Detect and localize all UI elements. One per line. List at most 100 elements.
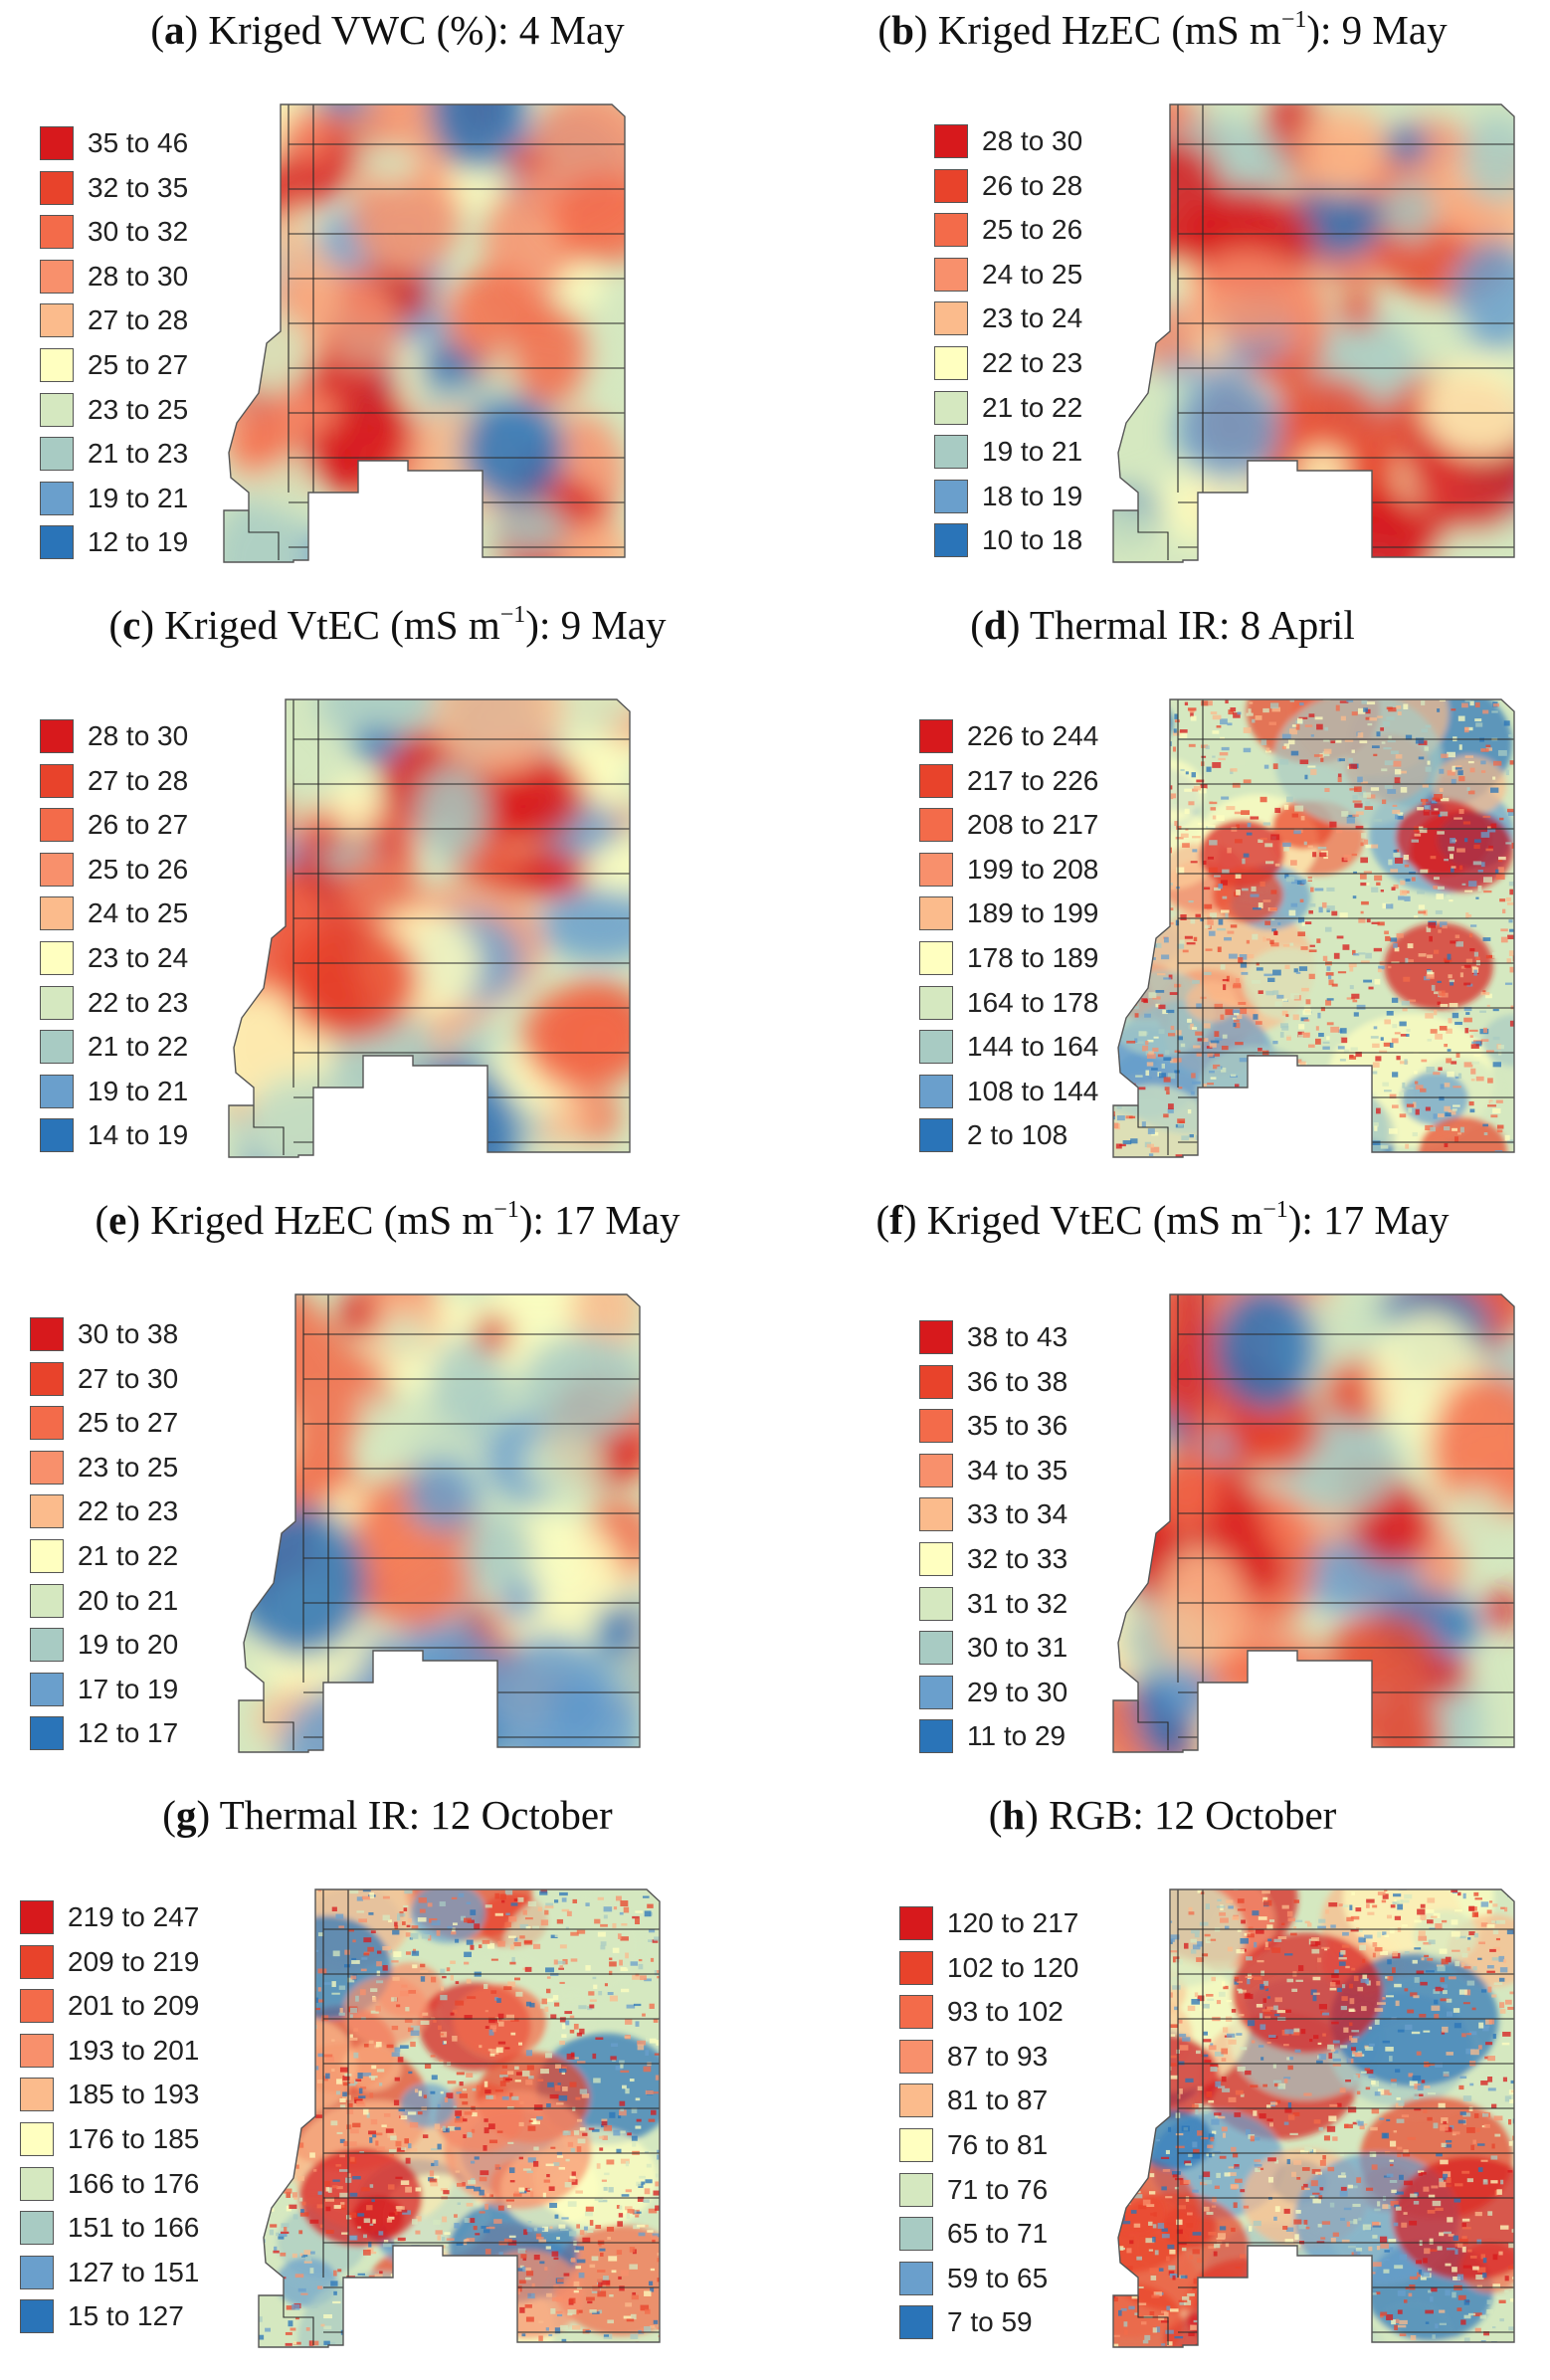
legend-item: 11 to 29: [919, 1714, 1066, 1758]
legend-item: 17 to 19: [30, 1668, 178, 1711]
legend-item: 23 to 24: [40, 936, 188, 980]
legend-item: 27 to 28: [40, 298, 188, 342]
panel-h-title: (h) RGB: 12 October: [988, 1792, 1337, 1838]
legend-swatch: [934, 257, 968, 292]
panel-b: (b) Kriged HzEC (mS m−1): 9 May 28 to 30…: [775, 0, 1550, 595]
legend-swatch: [919, 1030, 953, 1065]
legend-swatch: [40, 481, 74, 515]
legend-label: 226 to 244: [967, 720, 1099, 751]
legend-item: 30 to 32: [40, 210, 188, 254]
panel-e-title: (e) Kriged HzEC (mS m−1): 17 May: [95, 1197, 680, 1243]
legend-label: 102 to 120: [947, 1951, 1079, 1983]
legend-swatch: [899, 1950, 933, 1985]
legend-label: 36 to 38: [967, 1365, 1068, 1397]
legend-swatch: [40, 303, 74, 338]
map-fill: [1113, 1294, 1514, 1752]
field-boundary: [228, 698, 631, 1158]
legend-swatch: [919, 1631, 953, 1666]
legend-item: 102 to 120: [899, 1946, 1078, 1990]
legend-swatch: [40, 170, 74, 205]
legend-label: 144 to 164: [967, 1031, 1099, 1063]
legend-swatch: [40, 348, 74, 382]
map-h: [1112, 1888, 1515, 2348]
legend-label: 21 to 22: [78, 1540, 179, 1571]
map-fill: [239, 1294, 640, 1752]
legend-item: 208 to 217: [919, 803, 1098, 847]
legend-swatch: [30, 1583, 64, 1618]
legend-swatch: [919, 1074, 953, 1108]
legend-item: 12 to 19: [40, 520, 188, 564]
legend-label: 176 to 185: [68, 2123, 200, 2154]
legend-item: 26 to 28: [934, 164, 1082, 208]
legend-label: 14 to 19: [88, 1119, 189, 1151]
field-boundary: [1112, 698, 1515, 1158]
legend-label: 26 to 28: [982, 169, 1083, 201]
legend-label: 164 to 178: [967, 986, 1099, 1018]
legend-swatch: [40, 259, 74, 294]
legend-label: 32 to 35: [88, 171, 189, 203]
panel-c: (c) Kriged VtEC (mS m−1): 9 May 28 to 30…: [0, 595, 775, 1190]
legend-item: 35 to 36: [919, 1404, 1067, 1448]
legend-swatch: [899, 1995, 933, 2030]
legend-item: 33 to 34: [919, 1492, 1067, 1536]
legend-swatch: [934, 390, 968, 425]
legend-label: 127 to 151: [68, 2256, 200, 2287]
legend-swatch: [919, 1542, 953, 1576]
legend-label: 19 to 20: [78, 1629, 179, 1661]
legend-item: 12 to 17: [30, 1711, 178, 1755]
legend-item: 25 to 26: [40, 848, 188, 892]
legend-swatch: [20, 2255, 54, 2289]
legend-item: 23 to 24: [934, 297, 1082, 340]
legend-item: 76 to 81: [899, 2123, 1048, 2167]
legend-item: 108 to 144: [919, 1070, 1098, 1113]
legend-label: 23 to 25: [88, 393, 189, 425]
legend-item: 2 to 108: [919, 1113, 1067, 1157]
legend-item: 34 to 35: [919, 1449, 1067, 1492]
panel-b-title: (b) Kriged HzEC (mS m−1): 9 May: [877, 7, 1448, 53]
legend-label: 15 to 127: [68, 2300, 184, 2332]
legend-swatch: [899, 2305, 933, 2340]
field-boundary: [238, 1293, 641, 1753]
legend-swatch: [919, 1320, 953, 1354]
legend-swatch: [40, 763, 74, 798]
legend-item: 27 to 28: [40, 759, 188, 803]
legend-label: 23 to 25: [78, 1451, 179, 1483]
legend-item: 219 to 247: [20, 1895, 199, 1939]
legend-item: 25 to 27: [30, 1401, 178, 1445]
legend-label: 30 to 31: [967, 1632, 1068, 1664]
legend-label: 24 to 25: [982, 258, 1083, 290]
legend-item: 178 to 189: [919, 936, 1098, 980]
legend-label: 23 to 24: [982, 302, 1083, 334]
legend-item: 176 to 185: [20, 2117, 199, 2161]
legend-label: 108 to 144: [967, 1075, 1099, 1106]
legend-swatch: [40, 1074, 74, 1108]
legend-swatch: [40, 437, 74, 472]
legend-item: 87 to 93: [899, 2035, 1048, 2079]
legend-item: 21 to 22: [934, 386, 1082, 430]
legend-swatch: [30, 1539, 64, 1573]
legend-label: 23 to 24: [88, 942, 189, 973]
legend-label: 34 to 35: [967, 1454, 1068, 1486]
legend-item: 22 to 23: [934, 341, 1082, 385]
legend-item: 209 to 219: [20, 1940, 199, 1984]
legend-label: 27 to 28: [88, 304, 189, 336]
plot-grid: [1137, 1294, 1514, 1750]
legend-label: 189 to 199: [967, 897, 1099, 929]
legend-swatch: [899, 2172, 933, 2207]
map-a: [223, 103, 626, 563]
legend-swatch: [20, 2078, 54, 2112]
legend-item: 35 to 46: [40, 121, 188, 165]
legend-label: 208 to 217: [967, 809, 1099, 841]
panel-a-title: (a) Kriged VWC (%): 4 May: [150, 7, 625, 53]
map-fill: [259, 1889, 660, 2347]
legend-swatch: [20, 2211, 54, 2246]
legend-item: 71 to 76: [899, 2168, 1048, 2212]
legend-swatch: [20, 2122, 54, 2156]
legend-item: 23 to 25: [30, 1446, 178, 1489]
legend-item: 30 to 38: [30, 1312, 178, 1356]
field-boundary: [1112, 103, 1515, 563]
legend-swatch: [934, 124, 968, 158]
legend-item: 21 to 22: [40, 1025, 188, 1069]
legend-item: 38 to 43: [919, 1315, 1067, 1359]
legend-swatch: [40, 215, 74, 250]
